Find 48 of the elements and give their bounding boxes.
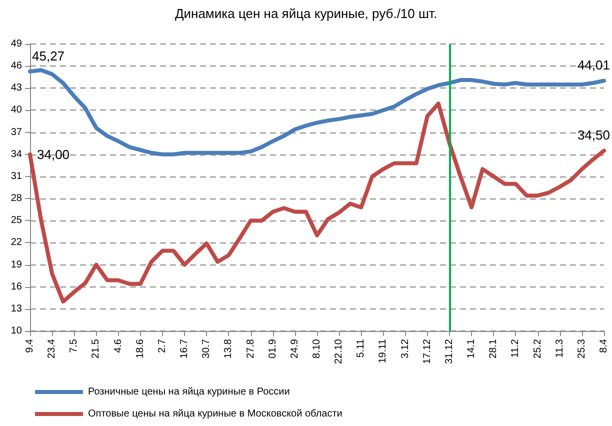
- y-tick-label: 46: [10, 60, 22, 72]
- y-tick-label: 31: [10, 170, 22, 182]
- x-tick-label: 25.3: [576, 338, 588, 358]
- y-tick-label: 37: [10, 126, 22, 138]
- x-tick-label: 21.5: [90, 338, 102, 358]
- y-tick-label: 49: [10, 38, 22, 50]
- chart-title: Динамика цен на яйца куриные, руб./10 шт.: [174, 6, 438, 21]
- x-tick-label: 25.2: [532, 338, 544, 358]
- x-tick-label: 01.9: [267, 338, 278, 358]
- x-tick-label: 8.4: [598, 338, 610, 353]
- data-label: 34,00: [37, 146, 70, 162]
- x-tick-label: 18.6: [134, 338, 146, 358]
- x-tick-label: 27.8: [245, 338, 256, 358]
- legend-label: Розничные цены на яйца куриные в России: [88, 386, 290, 398]
- x-tick-label: 30.7: [201, 338, 212, 358]
- y-tick-label: 34: [10, 148, 22, 160]
- x-tick-label: 9.4: [24, 338, 36, 353]
- x-tick-label: 14.1: [466, 338, 478, 358]
- x-tick-label: 28.1: [488, 338, 500, 358]
- legend-label: Оптовые цены на яйца куриные в Московской области: [88, 408, 342, 420]
- y-tick-label: 16: [10, 281, 22, 292]
- y-tick-label: 25: [10, 215, 22, 226]
- x-tick-label: 5.11: [356, 338, 367, 358]
- x-tick-label: 2.7: [156, 338, 168, 353]
- data-label: 34,50: [577, 128, 610, 143]
- y-tick-label: 40: [10, 104, 22, 116]
- y-tick-label: 19: [10, 259, 22, 270]
- x-tick-label: 31.12: [444, 338, 455, 364]
- x-tick-label: 22.10: [334, 338, 345, 364]
- x-tick-label: 4.6: [112, 338, 124, 353]
- y-tick-label: 22: [10, 237, 22, 248]
- x-tick-label: 11.3: [554, 338, 566, 358]
- y-tick-label: 43: [10, 82, 22, 94]
- x-tick-label: 24.9: [289, 338, 300, 358]
- y-tick-label: 10: [10, 326, 22, 336]
- data-label: 45,27: [32, 48, 65, 64]
- y-tick-label: 13: [10, 303, 22, 314]
- x-tick-label: 3.12: [400, 338, 411, 358]
- x-tick-label: 16.7: [179, 338, 190, 358]
- x-tick-label: 13.8: [223, 338, 234, 358]
- x-tick-label: 11.2: [510, 338, 522, 358]
- y-tick-label: 28: [10, 193, 22, 204]
- x-tick-label: 8.10: [312, 338, 322, 358]
- x-tick-label: 7.5: [68, 338, 80, 353]
- x-tick-label: 19.11: [378, 338, 389, 364]
- x-tick-label: 17.12: [422, 338, 433, 364]
- x-tick-label: 23.4: [46, 338, 58, 358]
- data-label: 44,01: [577, 58, 610, 73]
